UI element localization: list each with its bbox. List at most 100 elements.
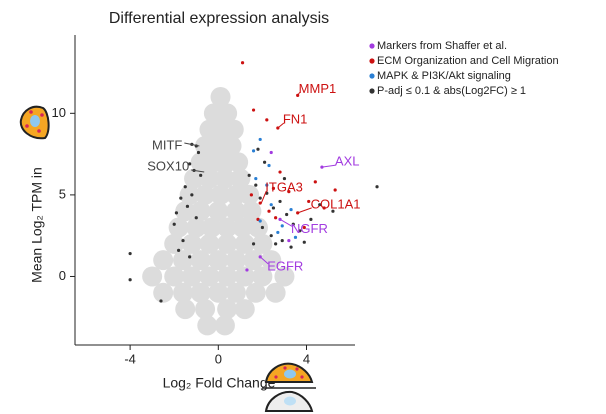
background-point [208, 282, 229, 303]
point [179, 196, 183, 200]
point [258, 219, 262, 223]
annotation-leader [259, 256, 269, 265]
point [188, 255, 192, 259]
point [128, 252, 132, 256]
background-point [217, 299, 238, 320]
point [251, 108, 256, 112]
background-point [234, 266, 255, 287]
point [313, 180, 317, 184]
background-point [190, 282, 211, 303]
point [274, 242, 278, 246]
point [289, 245, 293, 249]
point [159, 299, 163, 303]
legend-label: P-adj ≤ 0.1 & abs(Log2FC) ≥ 1 [377, 85, 526, 97]
point [318, 203, 322, 207]
annotation-leader [279, 218, 293, 227]
point [271, 206, 276, 210]
point [245, 268, 249, 272]
annotation: AXL [335, 154, 360, 169]
background-point [195, 184, 216, 205]
point [274, 216, 278, 220]
background-point [179, 184, 200, 205]
point [269, 150, 273, 155]
point [291, 222, 295, 226]
background-point [175, 201, 196, 222]
point [269, 203, 273, 207]
point [258, 137, 262, 142]
point [185, 204, 190, 208]
annotation: NGFR [291, 221, 328, 236]
point [298, 229, 302, 233]
point [269, 234, 273, 238]
point [265, 183, 269, 187]
chart-title: Differential expression analysis [109, 10, 329, 27]
annotation: ITGA3 [265, 179, 303, 194]
annotation: FN1 [283, 111, 308, 126]
background-point [228, 152, 249, 173]
background-point [221, 135, 242, 156]
annotation: COL1A1 [311, 196, 361, 211]
point [254, 183, 258, 187]
background-point [181, 266, 202, 287]
legend-label: ECM Organization and Cell Migration [377, 55, 559, 67]
legend-swatch [369, 73, 375, 79]
background-point [265, 282, 286, 303]
normal-cell-icon [264, 390, 314, 412]
background-point [173, 250, 194, 271]
point [181, 238, 185, 243]
background-point [186, 217, 207, 238]
background-point [223, 119, 244, 140]
annotation-leader [297, 92, 301, 96]
background-point [210, 87, 231, 107]
x-tick-label: 0 [215, 351, 222, 366]
point [188, 162, 192, 166]
background-point [217, 233, 238, 254]
background-point [274, 266, 295, 287]
point [256, 147, 260, 151]
y-axis-label: Mean Log₂ TPM in [29, 167, 45, 283]
background-point [234, 233, 255, 254]
background-point [190, 250, 211, 271]
background-point [217, 103, 238, 124]
background-point [252, 233, 273, 254]
background-point [153, 250, 174, 271]
background-point [247, 217, 268, 238]
x-tick-label: 4 [303, 351, 310, 366]
point [375, 185, 379, 189]
legend-swatch [369, 43, 375, 49]
background-point [210, 184, 231, 205]
point [331, 209, 335, 213]
y-tick-label: 0 [59, 268, 66, 283]
background-point [225, 282, 246, 303]
point [249, 193, 253, 197]
point [302, 240, 306, 244]
annotation: SOX10 [147, 158, 189, 173]
background-point [241, 201, 262, 222]
point [183, 185, 187, 189]
annotation: MITF [152, 137, 182, 152]
point [251, 242, 256, 246]
point [280, 224, 284, 228]
background-point [252, 266, 273, 287]
point [282, 176, 287, 181]
point [322, 206, 326, 210]
background-point [168, 217, 189, 238]
background-point [164, 266, 185, 287]
point [258, 196, 262, 200]
point [271, 186, 276, 190]
point [267, 209, 271, 213]
point [174, 211, 179, 215]
annotation-leader [260, 190, 267, 204]
background-point [181, 233, 202, 254]
background-point [184, 168, 205, 189]
background-point [175, 299, 196, 320]
background-point [217, 266, 238, 287]
x-tick-label: -4 [124, 351, 136, 366]
background-point [214, 315, 235, 336]
background-point [208, 201, 229, 222]
point [280, 238, 284, 243]
point [240, 61, 245, 65]
point [172, 222, 176, 226]
background-point [190, 201, 211, 222]
